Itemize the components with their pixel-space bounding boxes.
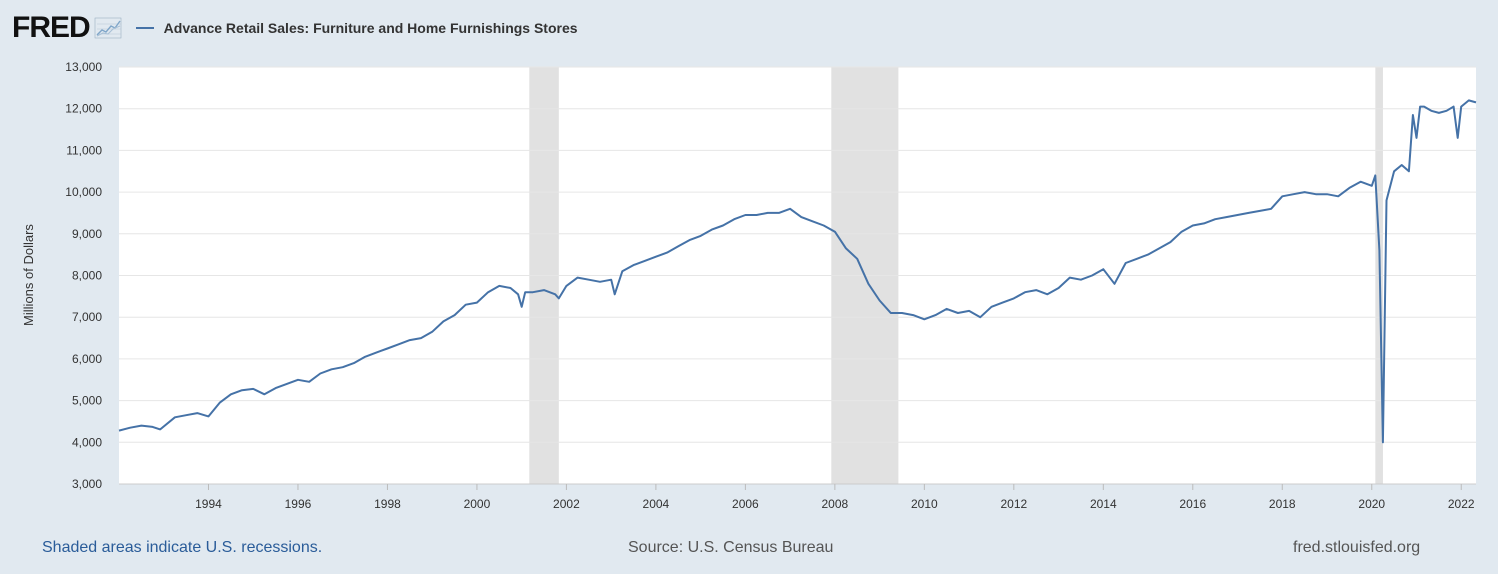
y-tick-label: 13,000 xyxy=(65,60,102,74)
y-tick-label: 10,000 xyxy=(65,185,102,199)
y-tick-label: 3,000 xyxy=(72,477,102,491)
y-tick-label: 12,000 xyxy=(65,102,102,116)
x-tick-label: 2008 xyxy=(822,497,849,511)
y-axis-label: Millions of Dollars xyxy=(21,224,36,326)
x-tick-label: 2006 xyxy=(732,497,759,511)
x-tick-label: 2020 xyxy=(1358,497,1385,511)
y-tick-label: 4,000 xyxy=(72,435,102,449)
x-tick-label: 2012 xyxy=(1000,497,1027,511)
site-link[interactable]: fred.stlouisfed.org xyxy=(1293,539,1421,556)
series-layer xyxy=(118,99,1477,444)
y-tick-label: 6,000 xyxy=(72,352,102,366)
x-tick-label: 2002 xyxy=(553,497,580,511)
chart-icon xyxy=(94,17,121,39)
x-tick-label: 1994 xyxy=(195,497,222,511)
y-tick-label: 7,000 xyxy=(72,310,102,324)
y-axis-ticks: 3,000 4,000 5,000 6,000 7,000 8,000 9,000 10,00… xyxy=(65,60,102,491)
x-tick-label: 2000 xyxy=(464,497,491,511)
y-tick-label: 9,000 xyxy=(72,227,102,241)
x-axis-ticks: 1994 1996 1998 2000 2002 2004 2006 2008 2010 2012… xyxy=(119,483,1476,511)
legend-label: Advance Retail Sales: Furniture and Home… xyxy=(163,20,578,36)
y-tick-label: 5,000 xyxy=(72,394,102,408)
legend-swatch xyxy=(135,27,154,29)
x-tick-label: 1998 xyxy=(374,497,401,511)
x-tick-label: 2018 xyxy=(1269,497,1296,511)
recession-note: Shaded areas indicate U.S. recessions. xyxy=(42,539,323,556)
series-line[interactable] xyxy=(118,99,1477,444)
chart-header: FRED Advance Retail Sales: Furniture and… xyxy=(12,12,578,44)
source-note: Source: U.S. Census Bureau xyxy=(628,539,834,556)
x-tick-label: 2016 xyxy=(1179,497,1206,511)
x-tick-label: 2004 xyxy=(643,497,670,511)
y-tick-label: 11,000 xyxy=(66,143,102,157)
x-tick-label: 2014 xyxy=(1090,497,1117,511)
y-tick-label: 8,000 xyxy=(72,269,102,283)
fred-logo[interactable]: FRED xyxy=(12,11,91,44)
x-tick-label: 2010 xyxy=(911,497,938,511)
chart-legend[interactable]: Advance Retail Sales: Furniture and Home… xyxy=(135,20,578,36)
x-tick-label: 1996 xyxy=(285,497,312,511)
x-tick-label: 2022 xyxy=(1448,497,1475,511)
